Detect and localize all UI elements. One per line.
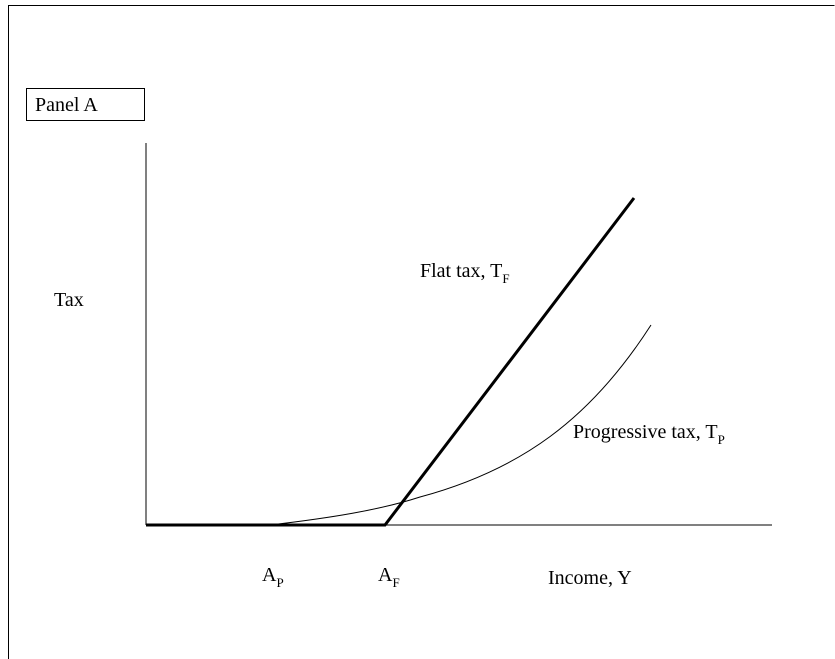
curve-label: Flat tax, TF: [420, 260, 510, 286]
progressive-tax-curve: [269, 324, 652, 526]
curve-label-subscript: F: [502, 271, 509, 286]
panel-label: Panel A: [35, 94, 98, 116]
panel-box: [26, 88, 145, 121]
point-label-text: A: [262, 564, 277, 586]
x-axis-label: Income, Y: [548, 567, 632, 589]
y-axis-label: Tax: [54, 289, 84, 311]
curve-label: Progressive tax, TP: [573, 421, 725, 447]
point-label-subscript: P: [276, 575, 283, 590]
point-label: AF: [378, 564, 400, 590]
curve-label-text: Flat tax, T: [420, 260, 502, 282]
frame: [8, 5, 835, 659]
point-label-text: A: [378, 564, 393, 586]
point-label: AP: [262, 564, 284, 590]
flat-tax-line: [146, 197, 636, 527]
point-label-subscript: F: [392, 575, 399, 590]
curve-label-text: Progressive tax, T: [573, 421, 718, 443]
curve-label-subscript: P: [718, 432, 725, 447]
